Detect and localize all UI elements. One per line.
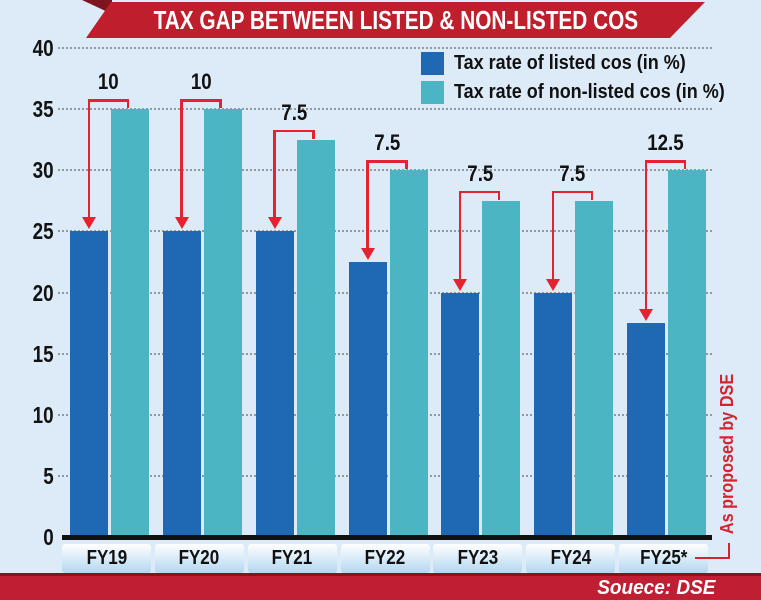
- gap-bracket-hline-FY25*: [645, 160, 687, 163]
- gap-arrow-line-FY25*: [644, 160, 648, 311]
- x-category-label: FY22: [364, 547, 406, 569]
- gap-bracket-tick-FY25*: [683, 160, 687, 170]
- bar-nonlisted-FY20: [203, 109, 242, 537]
- gap-label-FY23: 7.5: [466, 160, 493, 186]
- bar-nonlisted-FY21: [296, 139, 335, 537]
- gap-arrowhead-FY20: [174, 217, 189, 230]
- y-tick-label-25: 25: [33, 218, 54, 245]
- gap-label-FY19: 10: [98, 69, 119, 95]
- gap-arrow-line-FY24: [551, 190, 555, 280]
- bar-nonlisted-FY22: [389, 170, 428, 537]
- gap-bracket-tick-FY22: [405, 160, 408, 170]
- gap-bracket-hline-FY23: [459, 190, 501, 194]
- bar-listed-FY24: [534, 292, 573, 537]
- bar-nonlisted-FY24: [575, 200, 614, 537]
- x-category-FY25*: FY25*: [619, 544, 709, 573]
- x-category-label: FY23: [457, 547, 499, 569]
- gap-arrowhead-FY22: [360, 247, 375, 260]
- x-category-label: FY19: [86, 547, 127, 569]
- gap-bracket-tick-FY23: [497, 190, 501, 200]
- x-category-FY21: FY21: [247, 544, 337, 573]
- gap-label-FY21: 7.5: [281, 99, 308, 125]
- gap-bracket-hline-FY24: [552, 190, 594, 194]
- vnote-bracket-hline: [695, 557, 730, 559]
- bar-listed-FY21: [255, 231, 294, 537]
- y-tick-label-35: 35: [33, 96, 54, 123]
- bar-listed-FY20: [162, 231, 201, 537]
- gap-arrow-line-FY23: [458, 190, 462, 280]
- y-tick-label-0: 0: [43, 524, 54, 550]
- gap-bracket-hline-FY21: [273, 129, 315, 133]
- title-banner: TAX GAP BETWEEN LISTED & NON-LISTED COS: [86, 2, 705, 38]
- x-category-label: FY20: [179, 547, 220, 569]
- gap-arrow-line-FY21: [273, 129, 276, 219]
- legend-label-nonlisted: Tax rate of non-listed cos (in %): [454, 80, 725, 103]
- gap-bracket-tick-FY20: [219, 99, 222, 109]
- legend-label-listed: Tax rate of listed cos (in %): [454, 51, 686, 74]
- legend-swatch-nonlisted: [421, 80, 444, 104]
- gap-label-FY22: 7.5: [374, 130, 401, 156]
- y-tick-label-10: 10: [33, 401, 54, 428]
- x-category-FY19: FY19: [62, 544, 151, 573]
- gap-bracket-tick-FY21: [312, 129, 315, 139]
- gap-arrowhead-FY25*: [639, 309, 654, 322]
- gap-arrowhead-FY23: [453, 278, 468, 291]
- legend-item-listed: Tax rate of listed cos (in %): [421, 51, 755, 75]
- bar-nonlisted-FY23: [482, 200, 521, 537]
- gap-arrowhead-FY21: [267, 217, 282, 230]
- x-category-label: FY25*: [640, 547, 688, 569]
- bar-listed-FY25*: [627, 323, 666, 537]
- gap-arrow-line-FY19: [87, 99, 90, 219]
- source-strip: Souece: DSE: [0, 573, 761, 600]
- gridline-40: [58, 47, 712, 49]
- bar-listed-FY23: [441, 292, 480, 537]
- gap-label-FY24: 7.5: [559, 160, 586, 186]
- gap-arrow-line-FY22: [366, 160, 369, 249]
- bar-nonlisted-FY19: [111, 109, 149, 537]
- legend-item-nonlisted: Tax rate of non-listed cos (in %): [421, 80, 755, 104]
- gap-arrowhead-FY24: [546, 278, 561, 291]
- y-tick-label-30: 30: [33, 157, 54, 184]
- page-title: TAX GAP BETWEEN LISTED & NON-LISTED COS: [153, 4, 638, 35]
- source-text: Souece: DSE: [596, 576, 715, 599]
- bar-nonlisted-FY25*: [668, 170, 707, 537]
- x-axis-line: [62, 535, 712, 540]
- x-category-label: FY21: [271, 547, 313, 569]
- gap-bracket-hline-FY19: [88, 99, 129, 102]
- gap-bracket-tick-FY24: [590, 190, 594, 200]
- gap-label-FY20: 10: [190, 69, 212, 95]
- gap-bracket-tick-FY19: [126, 99, 129, 109]
- gridline-30: [58, 169, 712, 172]
- gap-label-FY25*: 12.5: [647, 130, 684, 156]
- x-category-label: FY24: [550, 547, 592, 569]
- legend: Tax rate of listed cos (in %) Tax rate o…: [421, 51, 755, 104]
- x-category-FY20: FY20: [154, 544, 244, 573]
- x-category-FY23: FY23: [433, 544, 523, 573]
- y-tick-label-15: 15: [33, 340, 54, 367]
- y-tick-label-5: 5: [43, 462, 54, 489]
- gridline-25: [58, 230, 712, 233]
- gap-arrow-line-FY20: [180, 99, 183, 219]
- y-tick-label-20: 20: [33, 279, 54, 306]
- gap-arrowhead-FY19: [82, 217, 96, 230]
- gap-bracket-hline-FY20: [180, 99, 222, 102]
- gap-bracket-hline-FY22: [366, 160, 408, 163]
- y-tick-label-40: 40: [33, 35, 54, 61]
- x-category-FY22: FY22: [340, 544, 430, 573]
- x-category-FY24: FY24: [526, 544, 616, 573]
- bar-listed-FY22: [348, 261, 387, 537]
- bar-listed-FY19: [70, 231, 108, 537]
- gridline-35: [58, 108, 712, 111]
- legend-swatch-listed: [421, 51, 444, 75]
- right-annotation: As proposed by DSE: [717, 373, 737, 535]
- vnote-bracket-vline: [728, 543, 730, 559]
